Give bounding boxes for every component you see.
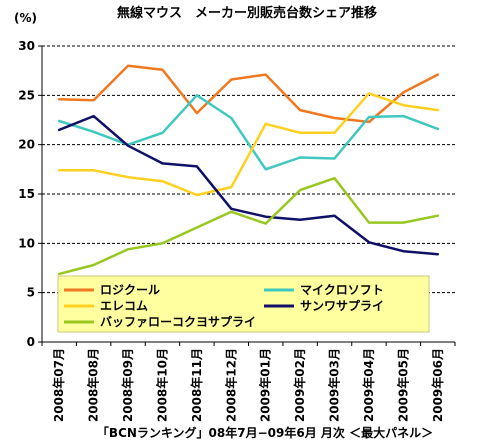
y-axis-unit: (%) (14, 11, 37, 25)
legend-label: ロジクール (100, 283, 160, 297)
x-tick-label: 2008年07月 (51, 348, 66, 422)
y-tick-label: 10 (18, 236, 35, 250)
x-tick-label: 2009年04月 (361, 348, 376, 422)
legend-label: エレコム (100, 299, 148, 313)
legend-label: マイクロソフト (300, 283, 384, 297)
series-line (57, 176, 440, 276)
x-tick-label: 2008年09月 (120, 348, 135, 422)
y-tick-label: 25 (18, 88, 35, 102)
series-line (57, 94, 440, 171)
axes: 0 5 10 15 20 25 30 2008年07月 2008年08月 2008年09月 2008… (18, 39, 456, 422)
legend-box (57, 275, 430, 333)
gridlines (42, 45, 455, 294)
x-tick-label: 2009年06月 (430, 348, 445, 422)
y-tick-label: 30 (18, 39, 35, 53)
x-tick-label: 2008年10月 (154, 348, 169, 422)
y-tick-label: 15 (18, 187, 35, 201)
x-tick-label: 2008年11月 (189, 348, 204, 422)
series-lines (57, 64, 440, 276)
x-tick-label: 2009年05月 (395, 348, 410, 422)
series-line (57, 92, 440, 197)
y-tick-label: 5 (27, 286, 35, 300)
x-tick-label: 2009年03月 (327, 348, 342, 422)
legend-label: バッファローコクヨサプライ (100, 314, 256, 329)
series-line (57, 114, 440, 256)
y-tick-label: 0 (27, 335, 35, 349)
source-footer: 「BCNランキング」08年7月−09年6月 月次 ＜最大パネル＞ (97, 425, 433, 440)
x-tick-label: 2008年12月 (223, 348, 238, 422)
x-tick-label: 2009年02月 (292, 348, 307, 422)
legend-label: サンワサプライ (300, 298, 384, 313)
y-tick-label: 20 (18, 138, 35, 152)
x-tick-label: 2009年01月 (258, 348, 273, 422)
series-line (57, 64, 440, 124)
chart-title: 無線マウス メーカー別販売台数シェア推移 (117, 5, 377, 21)
x-tick-label: 2008年08月 (86, 348, 101, 422)
